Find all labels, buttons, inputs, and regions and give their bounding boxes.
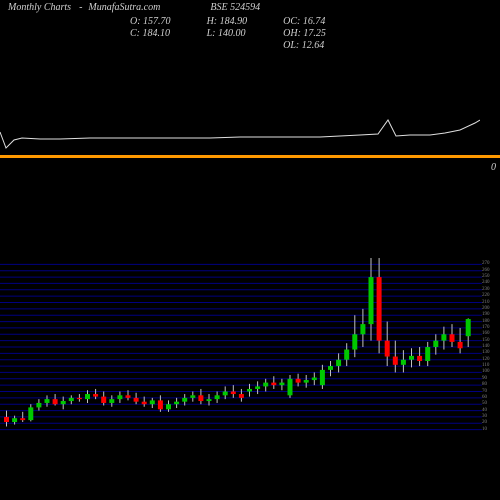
axis-tick: 70: [482, 389, 487, 394]
axis-tick: 40: [482, 408, 487, 413]
dash: -: [79, 2, 82, 13]
separator-line: [0, 155, 500, 158]
axis-tick: 270: [482, 261, 490, 266]
axis-tick: 140: [482, 344, 490, 349]
stat-oc: OC: 16.74: [283, 16, 326, 27]
site-name: MunafaSutra.com: [88, 2, 160, 13]
axis-tick: 20: [482, 420, 487, 425]
axis-tick: 210: [482, 300, 490, 305]
axis-tick: 170: [482, 325, 490, 330]
stat-close: C: 184.10: [130, 28, 171, 39]
header-bar: Monthly Charts - MunafaSutra.com BSE 524…: [8, 2, 492, 13]
indicator-panel: [0, 40, 480, 155]
axis-tick: 90: [482, 376, 487, 381]
axis-tick: 110: [482, 363, 489, 368]
axis-tick: 220: [482, 293, 490, 298]
axis-tick: 260: [482, 268, 490, 273]
axis-tick: 180: [482, 319, 490, 324]
axis-tick: 10: [482, 427, 487, 432]
axis-tick: 60: [482, 395, 487, 400]
seed-value: 0: [491, 162, 496, 173]
candlestick-chart: [0, 258, 482, 436]
axis-tick: 230: [482, 287, 490, 292]
axis-tick: 120: [482, 357, 490, 362]
axis-tick: 80: [482, 382, 487, 387]
axis-tick: 50: [482, 401, 487, 406]
stat-low: L: 140.00: [207, 28, 248, 39]
symbol: BSE 524594: [210, 2, 260, 13]
axis-tick: 190: [482, 312, 490, 317]
stat-oh: OH: 17.25: [283, 28, 326, 39]
stat-high: H: 184.90: [207, 16, 248, 27]
axis-tick: 100: [482, 369, 490, 374]
axis-tick: 200: [482, 306, 490, 311]
axis-tick: 160: [482, 331, 490, 336]
axis-tick: 240: [482, 280, 490, 285]
axis-tick: 130: [482, 350, 490, 355]
chart-title: Monthly Charts: [8, 2, 71, 13]
y-axis-labels: 2702602502402302202102001901801701601501…: [482, 258, 500, 436]
stat-open: O: 157.70: [130, 16, 171, 27]
axis-tick: 150: [482, 338, 490, 343]
axis-tick: 30: [482, 414, 487, 419]
axis-tick: 250: [482, 274, 490, 279]
